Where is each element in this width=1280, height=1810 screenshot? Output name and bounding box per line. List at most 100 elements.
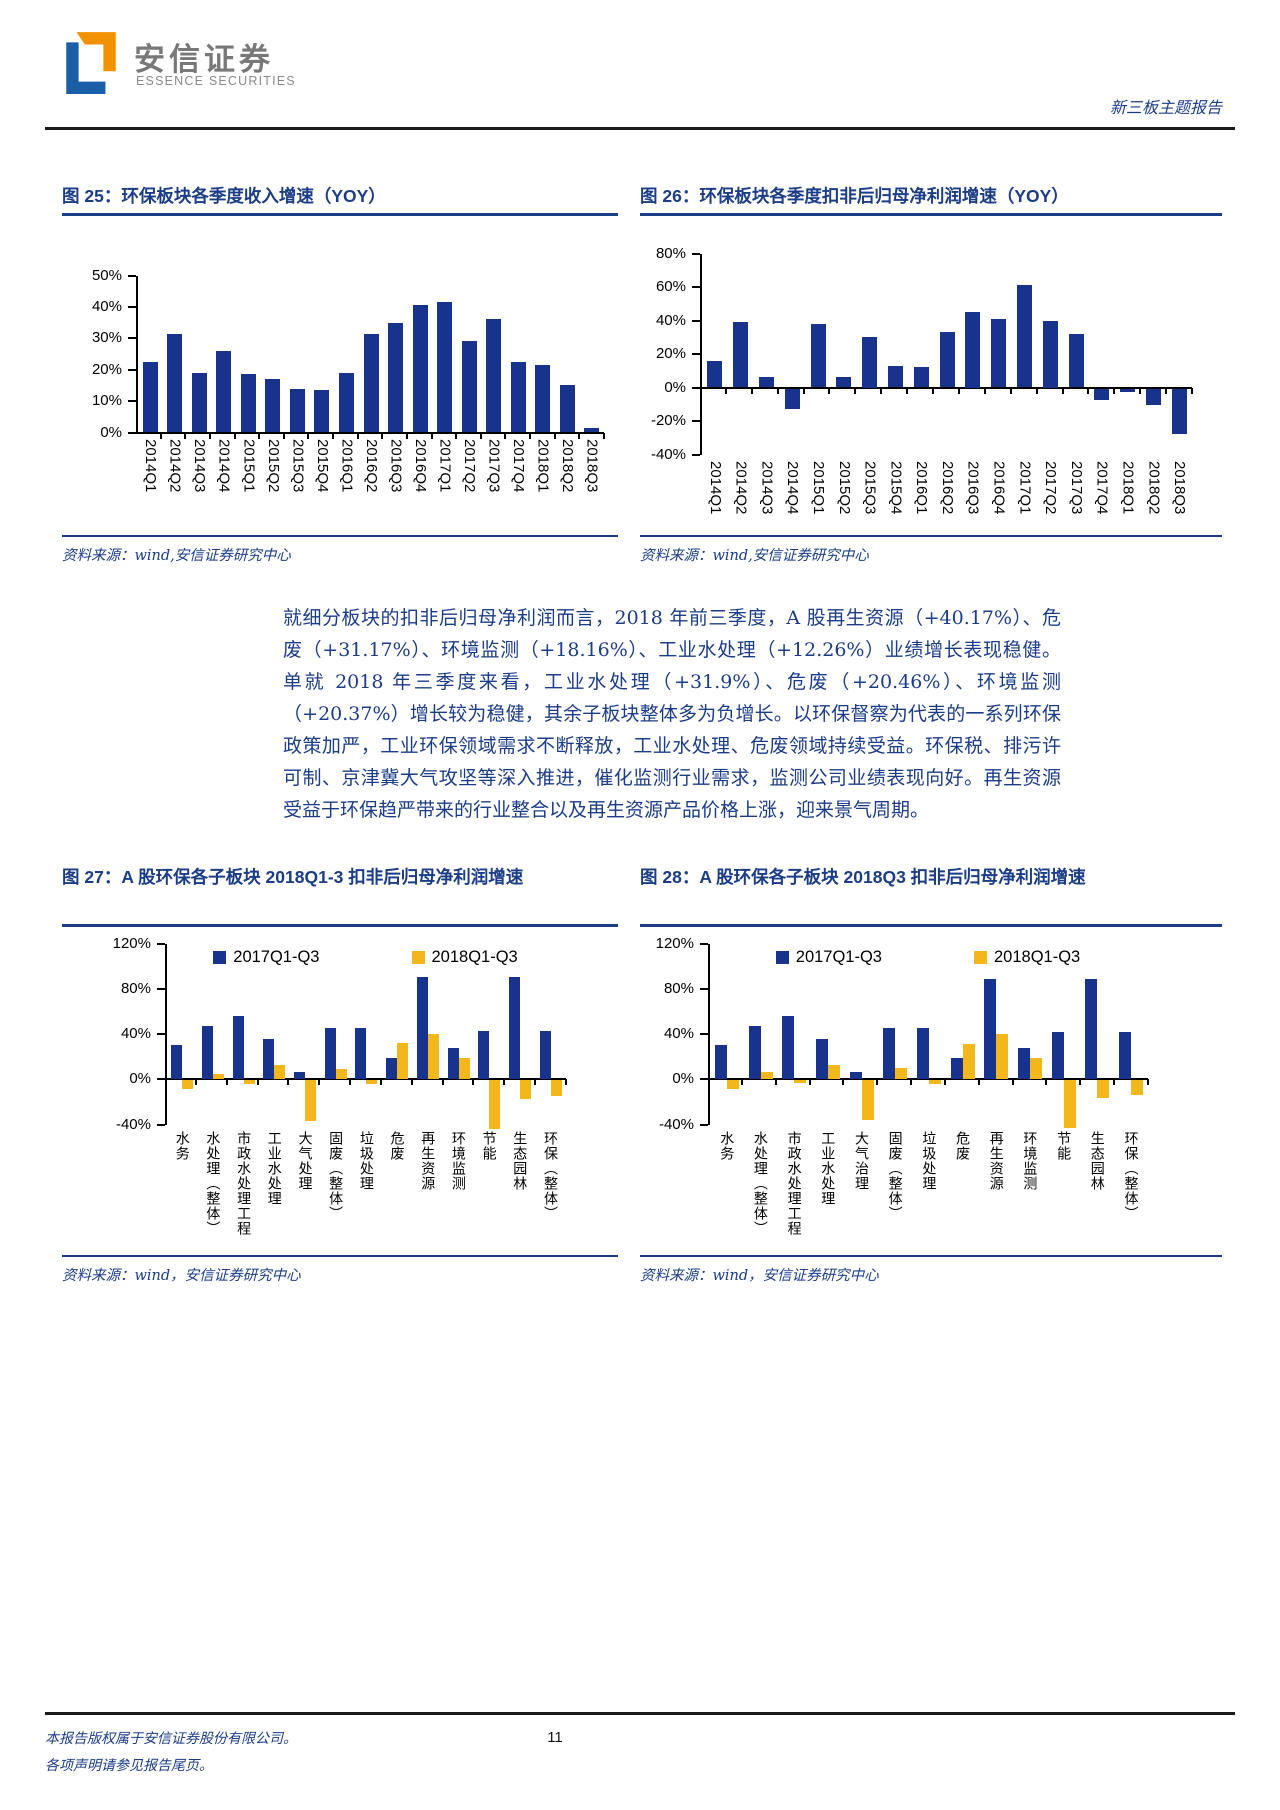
x-axis-label-text: 工业水处理	[266, 1130, 283, 1206]
bar-slot	[1013, 944, 1047, 1125]
x-axis-tick	[282, 432, 285, 439]
chart: 2017Q1-Q3 2018Q1-Q3 -40% 0% 40% 80% 120% 水务 水处理（…	[62, 927, 618, 1255]
bar	[550, 1080, 562, 1097]
y-axis-tick	[128, 337, 136, 340]
figure-label: 图 25：	[62, 186, 122, 206]
y-axis-tick	[157, 1078, 165, 1081]
bar	[274, 1064, 286, 1080]
bar-slot	[443, 944, 474, 1125]
bar	[794, 1080, 807, 1083]
chart-plot: 2017Q1-Q3 2018Q1-Q3	[700, 942, 1149, 1128]
x-axis-label: 固废（整体）	[320, 1131, 351, 1249]
x-axis-label-text: 水处理（整体）	[752, 1130, 769, 1236]
bar-slots	[167, 944, 566, 1129]
brand-name-en: ESSENCE SECURITIES	[136, 74, 296, 88]
figure-title-text: A 股环保各子板块 2018Q3 扣非后归母净利润增速	[699, 867, 1086, 887]
bar-slot	[744, 944, 778, 1125]
bar	[535, 364, 551, 433]
bar	[883, 1028, 896, 1080]
x-axis-label-text: 2017Q2	[461, 438, 479, 492]
bar	[1018, 1047, 1031, 1080]
bar-slot	[845, 944, 879, 1125]
legend-label: 2018Q1-Q3	[431, 947, 518, 966]
y-axis-tick	[692, 319, 700, 322]
source-divider	[640, 1254, 1222, 1257]
bar	[216, 350, 232, 433]
x-axis-label-text: 2018Q1	[534, 438, 552, 492]
x-axis-tick	[233, 432, 236, 439]
bar-slot	[980, 944, 1014, 1125]
x-axis-label-text: 2014Q4	[215, 438, 233, 492]
bar-slot	[1047, 944, 1081, 1128]
y-axis-label: -40%	[115, 1115, 151, 1133]
x-axis-tick	[349, 1079, 352, 1086]
y-axis-tick	[700, 942, 708, 945]
bar-slot	[432, 276, 457, 433]
x-axis-tick	[977, 1079, 980, 1086]
x-axis-label-text: 垃圾处理	[921, 1130, 938, 1191]
x-axis-tick	[906, 387, 909, 394]
disclaimer-line: 各项声明请参见报告尾页。	[45, 1758, 213, 1774]
x-axis-label: 2016Q3	[383, 439, 408, 523]
y-axis-label: 0%	[100, 423, 122, 441]
figure-title: 图 28：A 股环保各子板块 2018Q3 扣非后归母净利润增速	[640, 864, 1222, 920]
x-axis-label: 2016Q4	[986, 461, 1012, 535]
x-axis-label-text: 水处理（整体）	[205, 1130, 222, 1236]
x-axis-label-text: 2016Q1	[913, 460, 931, 514]
bar	[232, 1015, 244, 1080]
x-axis-label-text: 2014Q2	[166, 438, 184, 492]
x-axis-label-text: 危废	[389, 1130, 406, 1161]
bar-slot	[261, 276, 286, 433]
footer-disclaimer: 本报告版权属于安信证券股份有限公司。 各项声明请参见报告尾页。	[45, 1726, 297, 1780]
y-axis-tick	[128, 274, 136, 277]
bar-slot	[413, 944, 444, 1125]
x-axis-label-text: 2018Q1	[1119, 460, 1137, 514]
x-axis-label-text: 2017Q2	[1042, 460, 1060, 514]
x-axis-label-text: 2016Q2	[362, 438, 380, 492]
bar-slot	[1114, 944, 1148, 1125]
x-axis-label: 大气处理	[290, 1131, 321, 1249]
x-axis-label-text: 2016Q4	[990, 460, 1008, 514]
y-axis-label: 50%	[91, 266, 122, 284]
y-axis-tick	[157, 1033, 165, 1035]
bar	[862, 337, 878, 388]
bar	[1131, 1080, 1144, 1095]
x-axis-label: 2015Q3	[857, 461, 883, 535]
bar-slot	[212, 276, 237, 433]
bar	[427, 1034, 439, 1080]
bar	[939, 332, 955, 388]
x-axis-label: 2015Q4	[883, 461, 909, 535]
bar	[240, 374, 256, 433]
x-axis-tick	[1009, 387, 1012, 394]
y-axis-tick	[692, 453, 700, 456]
x-axis-label-text: 2018Q2	[559, 438, 577, 492]
x-axis-label-text: 2015Q2	[835, 460, 853, 514]
source-divider	[62, 534, 618, 537]
bar-slot	[163, 276, 188, 433]
y-axis-label: 80%	[120, 979, 151, 997]
x-axis-label-text: 2017Q4	[1093, 460, 1111, 514]
x-axis-label: 2015Q2	[831, 461, 857, 535]
bar-slot	[334, 276, 359, 433]
x-axis-label-text: 2014Q4	[784, 460, 802, 514]
bar	[447, 1047, 459, 1080]
x-axis-label: 2017Q4	[506, 439, 531, 523]
bar-slot	[198, 944, 229, 1125]
x-axis-tick	[776, 387, 779, 394]
body-paragraph: 就细分板块的扣非后归母净利润而言，2018 年前三季度，A 股再生资源（+40.…	[283, 607, 1061, 821]
bar	[991, 318, 1007, 388]
y-axis-label: 20%	[655, 345, 686, 362]
chart-legend: 2017Q1-Q3 2018Q1-Q3	[165, 948, 566, 967]
bar	[171, 1045, 183, 1080]
x-axis-label-text: 大气处理	[297, 1130, 314, 1191]
bar-slot	[535, 944, 566, 1125]
y-axis-tick	[700, 987, 708, 990]
figure-25: 图 25：环保板块各季度收入增速（YOY） 0% 10% 20% 30% 40% 50% 20…	[62, 183, 618, 565]
bar-slot	[187, 276, 212, 433]
x-axis-label: 节能	[1047, 1131, 1081, 1249]
y-axis-tick	[692, 386, 700, 389]
y-axis-label: 80%	[663, 979, 694, 997]
bar	[584, 427, 600, 433]
bar-slot	[474, 944, 505, 1129]
x-axis-label-text: 2018Q2	[1145, 460, 1163, 514]
